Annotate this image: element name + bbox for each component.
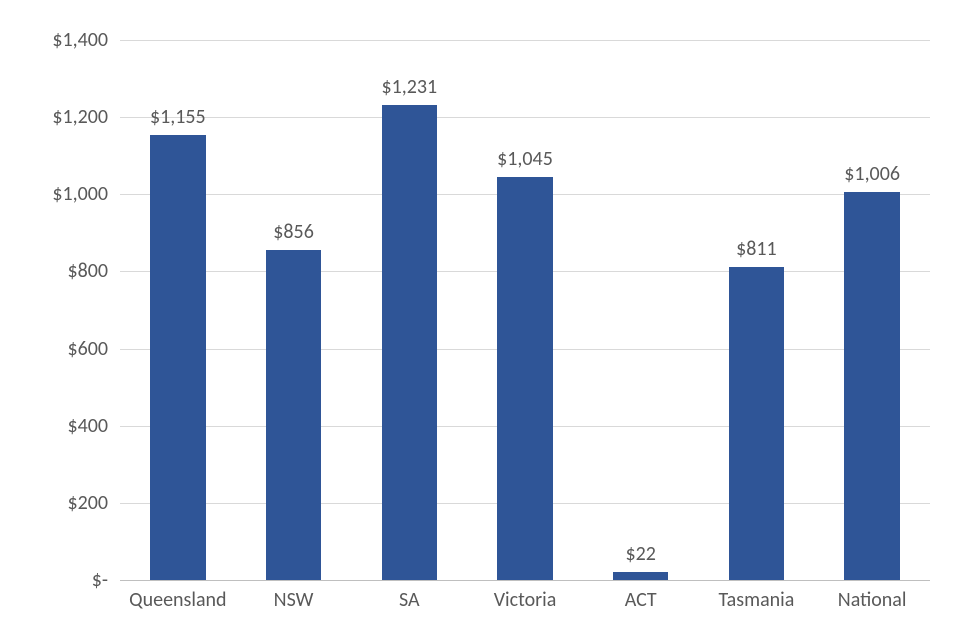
bar-value-label: $22 xyxy=(581,542,701,566)
y-tick-label: $- xyxy=(0,568,108,592)
bar-chart: $- $200 $400 $600 $800 $1,000 $1,200 $1,400 $1,1… xyxy=(0,0,960,640)
x-category-label: National xyxy=(804,588,940,612)
bar-value-label: $1,231 xyxy=(349,75,469,99)
bar xyxy=(729,267,785,580)
y-tick-label: $600 xyxy=(0,337,108,361)
gridline xyxy=(120,40,930,41)
bar-value-label: $1,006 xyxy=(812,162,932,186)
bar-value-label: $1,155 xyxy=(118,105,238,129)
bar-value-label: $1,045 xyxy=(465,147,585,171)
gridline xyxy=(120,117,930,118)
y-tick-label: $1,200 xyxy=(0,105,108,129)
y-tick-label: $400 xyxy=(0,414,108,438)
plot-area: $-$200$400$600$800$1,000$1,200$1,400$1,1… xyxy=(120,40,930,580)
y-tick-label: $1,000 xyxy=(0,182,108,206)
bar xyxy=(613,572,669,580)
bar xyxy=(844,192,900,580)
bar xyxy=(382,105,438,580)
bar-value-label: $856 xyxy=(234,220,354,244)
bar xyxy=(266,250,322,580)
bar xyxy=(497,177,553,580)
y-tick-label: $800 xyxy=(0,259,108,283)
y-tick-label: $200 xyxy=(0,491,108,515)
y-tick-label: $1,400 xyxy=(0,28,108,52)
x-axis-line xyxy=(120,580,930,581)
bar xyxy=(150,135,206,581)
bar-value-label: $811 xyxy=(696,237,816,261)
